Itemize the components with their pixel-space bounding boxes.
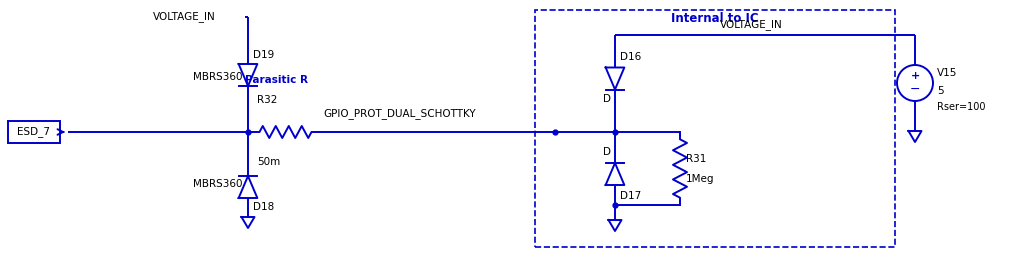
Text: GPIO_PROT_DUAL_SCHOTTKY: GPIO_PROT_DUAL_SCHOTTKY — [323, 109, 475, 120]
Text: D: D — [603, 94, 611, 104]
Text: R31: R31 — [686, 153, 707, 164]
Text: Internal to IC: Internal to IC — [671, 11, 759, 24]
FancyBboxPatch shape — [8, 121, 60, 143]
Text: D19: D19 — [253, 50, 274, 60]
Text: +: + — [910, 71, 920, 81]
Text: MBRS360: MBRS360 — [193, 179, 243, 189]
Text: D: D — [603, 147, 611, 157]
Text: Parasitic R: Parasitic R — [245, 75, 308, 85]
Text: 50m: 50m — [257, 157, 281, 167]
Text: 1Meg: 1Meg — [686, 174, 715, 183]
Text: MBRS360: MBRS360 — [193, 72, 243, 82]
Text: VOLTAGE_IN: VOLTAGE_IN — [153, 12, 216, 23]
Text: V15: V15 — [937, 68, 957, 78]
Text: ESD_7: ESD_7 — [17, 127, 50, 138]
Text: Rser=100: Rser=100 — [937, 102, 985, 112]
Text: D17: D17 — [620, 191, 641, 201]
Text: R32: R32 — [257, 95, 278, 105]
Text: 5: 5 — [937, 86, 944, 96]
Text: VOLTAGE_IN: VOLTAGE_IN — [720, 20, 782, 30]
Text: D16: D16 — [620, 51, 641, 61]
Text: −: − — [909, 83, 921, 96]
Text: D18: D18 — [253, 202, 274, 212]
